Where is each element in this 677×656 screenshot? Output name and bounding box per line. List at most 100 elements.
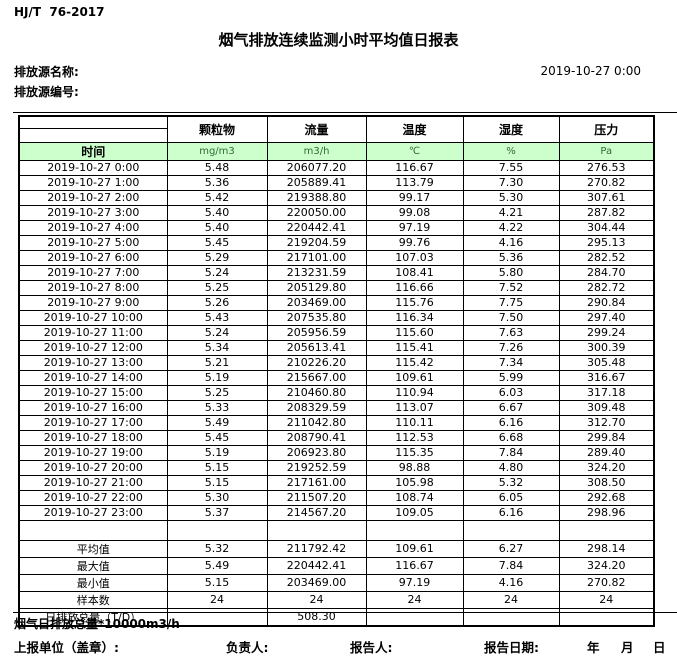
- time-cell: 2019-10-27 4:00: [18, 219, 168, 236]
- column-name-row: 颗粒物 流量 温度 湿度 压力: [18, 115, 655, 143]
- value-cell: 6.68: [462, 429, 560, 446]
- value-cell: 220050.00: [266, 204, 367, 221]
- value-cell: 205889.41: [266, 174, 367, 191]
- top-rule: [13, 112, 677, 113]
- value-cell: 6.67: [462, 399, 560, 416]
- value-cell: 7.26: [462, 339, 560, 356]
- summary-value-cell: 24: [266, 590, 367, 609]
- time-cell: 2019-10-27 1:00: [18, 174, 168, 191]
- summary-value-cell: 109.61: [365, 539, 464, 558]
- value-cell: 309.48: [558, 399, 655, 416]
- value-cell: 298.96: [558, 504, 655, 521]
- table-row: 2019-10-27 0:00 5.48 206077.20 116.67 7.55 27…: [18, 159, 655, 176]
- time-cell: 2019-10-27 0:00: [18, 159, 168, 176]
- value-cell: 219252.59: [266, 459, 367, 476]
- value-cell: 5.32: [462, 474, 560, 491]
- column-header-particulate: 颗粒物: [166, 115, 268, 143]
- empty-cell: [266, 519, 367, 541]
- column-header-temperature: 温度: [365, 115, 464, 143]
- time-cell: 2019-10-27 23:00: [18, 504, 168, 521]
- value-cell: 210460.80: [266, 384, 367, 401]
- table-row: 2019-10-27 9:00 5.26 203469.00 115.76 7.75 29…: [18, 294, 655, 311]
- value-cell: 287.82: [558, 204, 655, 221]
- table-row: 2019-10-27 3:00 5.40 220050.00 99.08 4.21 287…: [18, 204, 655, 221]
- blank-split-top: [20, 117, 166, 130]
- value-cell: 297.40: [558, 309, 655, 326]
- value-cell: 7.84: [462, 444, 560, 461]
- table-row: 2019-10-27 22:00 5.30 211507.20 108.74 6.05 2…: [18, 489, 655, 506]
- value-cell: 5.24: [166, 324, 268, 341]
- time-cell: 2019-10-27 20:00: [18, 459, 168, 476]
- time-cell: 2019-10-27 6:00: [18, 249, 168, 266]
- value-cell: 115.60: [365, 324, 464, 341]
- value-cell: 5.80: [462, 264, 560, 281]
- value-cell: 205613.41: [266, 339, 367, 356]
- unit-flow: m3/h: [266, 141, 367, 161]
- summary-label-cell: 最大值: [18, 556, 168, 575]
- value-cell: 214567.20: [266, 504, 367, 521]
- value-cell: 5.42: [166, 189, 268, 206]
- table-row: 2019-10-27 8:00 5.25 205129.80 116.66 7.52 28…: [18, 279, 655, 296]
- month-label: 月: [621, 640, 634, 655]
- daily-total-footnote: 烟气日排放总量*10000m3/h: [14, 617, 180, 631]
- summary-value-cell: 6.27: [462, 539, 560, 558]
- value-cell: 207535.80: [266, 309, 367, 326]
- value-cell: 292.68: [558, 489, 655, 506]
- value-cell: 98.88: [365, 459, 464, 476]
- summary-label-cell: 平均值: [18, 539, 168, 558]
- time-header-blank-cell: [18, 115, 168, 143]
- value-cell: 109.05: [365, 504, 464, 521]
- value-cell: 213231.59: [266, 264, 367, 281]
- value-cell: 5.40: [166, 204, 268, 221]
- empty-cell: [18, 519, 168, 541]
- value-cell: 115.42: [365, 354, 464, 371]
- time-cell: 2019-10-27 22:00: [18, 489, 168, 506]
- value-cell: 115.35: [365, 444, 464, 461]
- summary-value-cell: 508.30: [266, 607, 367, 626]
- value-cell: 211042.80: [266, 414, 367, 431]
- value-cell: 316.67: [558, 369, 655, 386]
- day-label: 日: [653, 640, 666, 655]
- value-cell: 7.30: [462, 174, 560, 191]
- empty-cell: [462, 519, 560, 541]
- value-cell: 116.34: [365, 309, 464, 326]
- signature-row: 上报单位（盖章）: 负责人: 报告人: 报告日期: 年 月 日: [0, 637, 677, 655]
- time-cell: 2019-10-27 2:00: [18, 189, 168, 206]
- value-cell: 220442.41: [266, 219, 367, 236]
- source-name-label: 排放源名称:: [14, 65, 79, 79]
- table-row: 2019-10-27 4:00 5.40 220442.41 97.19 4.22 304…: [18, 219, 655, 236]
- value-cell: 219388.80: [266, 189, 367, 206]
- summary-value-cell: [365, 607, 464, 626]
- value-cell: 7.63: [462, 324, 560, 341]
- table-row: 2019-10-27 19:00 5.19 206923.80 115.35 7.84 2…: [18, 444, 655, 461]
- value-cell: 6.05: [462, 489, 560, 506]
- value-cell: 284.70: [558, 264, 655, 281]
- unit-row: 时间 mg/m3 m3/h ℃ % Pa: [18, 141, 655, 161]
- value-cell: 219204.59: [266, 234, 367, 251]
- table-row: 2019-10-27 20:00 5.15 219252.59 98.88 4.80 32…: [18, 459, 655, 476]
- value-cell: 5.37: [166, 504, 268, 521]
- value-cell: 300.39: [558, 339, 655, 356]
- value-cell: 5.33: [166, 399, 268, 416]
- value-cell: 110.94: [365, 384, 464, 401]
- time-cell: 2019-10-27 3:00: [18, 204, 168, 221]
- value-cell: 116.67: [365, 159, 464, 176]
- value-cell: 6.16: [462, 414, 560, 431]
- table-row: 2019-10-27 1:00 5.36 205889.41 113.79 7.30 27…: [18, 174, 655, 191]
- value-cell: 99.08: [365, 204, 464, 221]
- time-cell: 2019-10-27 21:00: [18, 474, 168, 491]
- value-cell: 308.50: [558, 474, 655, 491]
- value-cell: 5.25: [166, 384, 268, 401]
- time-header: 时间: [18, 141, 168, 161]
- value-cell: 113.79: [365, 174, 464, 191]
- summary-value-cell: 298.14: [558, 539, 655, 558]
- value-cell: 5.99: [462, 369, 560, 386]
- summary-value-cell: 270.82: [558, 573, 655, 592]
- summary-value-cell: 5.32: [166, 539, 268, 558]
- value-cell: 108.74: [365, 489, 464, 506]
- value-cell: 110.11: [365, 414, 464, 431]
- table-row: 2019-10-27 15:00 5.25 210460.80 110.94 6.03 3…: [18, 384, 655, 401]
- value-cell: 295.13: [558, 234, 655, 251]
- value-cell: 307.61: [558, 189, 655, 206]
- column-header-humidity: 湿度: [462, 115, 560, 143]
